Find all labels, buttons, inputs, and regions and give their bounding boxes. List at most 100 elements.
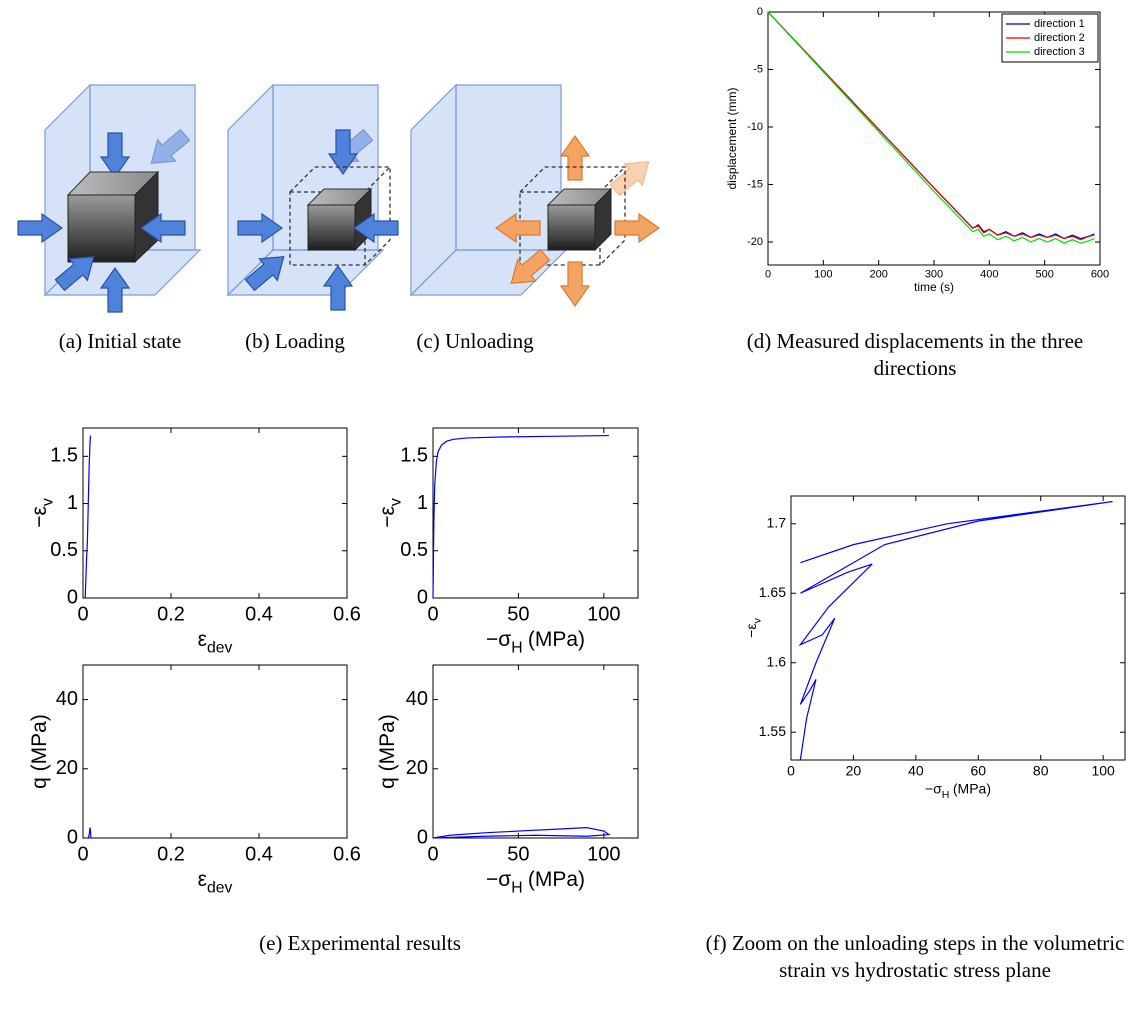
x-tick-label: 0: [787, 763, 795, 779]
data-line: [87, 827, 92, 839]
x-tick-label: 500: [1035, 268, 1053, 280]
y-axis-label: q (MPa): [28, 714, 51, 789]
x-tick-label: 600: [1091, 268, 1109, 280]
y-axis-label-sub: v: [40, 498, 57, 506]
legend-label: direction 1: [1034, 18, 1085, 30]
data-line: [767, 11, 1095, 241]
x-axis-label-sub: H: [942, 789, 950, 801]
x-tick-label: 0.2: [157, 843, 185, 865]
x-tick-label: 0: [77, 603, 88, 625]
caption: (f) Zoom on the unloading steps in the v…: [705, 931, 1125, 982]
x-axis-label-unit: (MPa): [528, 868, 585, 891]
x-axis-label-sub: dev: [207, 640, 233, 657]
data-line: [432, 434, 609, 599]
x-axis-label-main: ε: [198, 868, 207, 891]
x-tick-label: 0: [77, 843, 88, 865]
y-tick-label: -10: [747, 121, 763, 133]
y-tick-label: 0: [67, 826, 78, 848]
y-tick-label: 0: [757, 6, 763, 18]
dashed-cube: [289, 166, 391, 266]
arrow: [560, 261, 590, 307]
diagram-loading: [227, 84, 399, 311]
x-axis-label: −σH (MPa): [486, 628, 585, 657]
caption: (c) Unloading: [416, 329, 534, 353]
data-line: [84, 435, 92, 599]
x-axis-label: time (s): [914, 280, 954, 294]
x-axis-label-main: −σ: [925, 780, 942, 796]
y-axis-label: −εv: [28, 498, 57, 528]
x-tick-label: 0: [427, 843, 438, 865]
y-tick-label: 20: [56, 757, 78, 779]
x-tick-label: 400: [980, 268, 998, 280]
plot-frame: [82, 427, 348, 599]
x-axis-label-sub: H: [511, 880, 522, 897]
x-tick-label: 0: [427, 603, 438, 625]
x-tick-label: 100: [1091, 763, 1115, 779]
cube-front: [307, 204, 356, 251]
cube-front: [67, 194, 136, 263]
x-tick-label: 0.4: [245, 603, 273, 625]
y-axis-label-sub: v: [751, 617, 763, 623]
y-tick-label: -20: [747, 236, 763, 248]
plot-frame: [790, 495, 1126, 761]
y-tick-label: 0: [417, 586, 428, 608]
x-axis-label-main: −σ: [486, 628, 511, 651]
x-tick-label: 20: [846, 763, 862, 779]
y-tick-label: 1: [67, 492, 78, 514]
plot-frame: [82, 664, 348, 839]
x-axis-label-sub: dev: [207, 880, 233, 897]
x-tick-label: 200: [869, 268, 887, 280]
data-line: [767, 11, 1095, 244]
x-tick-label: 80: [1033, 763, 1049, 779]
y-axis-label-main: displacement (mm): [725, 87, 739, 189]
x-axis-label: −σH (MPa): [486, 868, 585, 897]
dashed-cube: [599, 166, 626, 193]
y-tick-label: 20: [406, 757, 428, 779]
y-tick-label: 1.5: [400, 445, 428, 467]
y-tick-label: 0: [417, 826, 428, 848]
x-tick-label: 0.6: [333, 843, 361, 865]
x-axis-label: εdev: [198, 628, 233, 657]
y-tick-label: 0.5: [400, 539, 428, 561]
x-tick-label: 0.6: [333, 603, 361, 625]
x-axis-label-unit: (MPa): [953, 780, 991, 796]
x-tick-label: 40: [908, 763, 924, 779]
x-axis-label: εdev: [198, 868, 233, 897]
x-tick-label: 100: [814, 268, 832, 280]
dashed-cube: [290, 166, 391, 193]
y-axis-label-main: q (MPa): [28, 714, 51, 789]
y-axis-label: −εv: [376, 498, 405, 528]
x-tick-label: 100: [587, 843, 620, 865]
y-tick-label: 1.7: [767, 514, 787, 530]
x-axis-label-main: ε: [198, 628, 207, 651]
x-axis-label-sub: H: [511, 640, 522, 657]
y-tick-label: -5: [753, 63, 763, 75]
y-tick-label: 40: [406, 688, 428, 710]
legend-label: direction 2: [1034, 32, 1085, 44]
arrow: [605, 150, 659, 202]
diagram-initial: [17, 84, 201, 313]
caption: (b) Loading: [245, 329, 345, 353]
plot-frame: [432, 664, 639, 839]
y-tick-label: 1.65: [759, 584, 786, 600]
plot-frame: [432, 427, 639, 599]
x-tick-label: 0.2: [157, 603, 185, 625]
y-axis-label-main: q (MPa): [376, 714, 399, 789]
x-tick-label: 50: [507, 843, 529, 865]
y-axis-label-sub: v: [388, 498, 405, 506]
x-tick-label: 100: [587, 603, 620, 625]
x-tick-label: 0.4: [245, 843, 273, 865]
x-axis-label-main: −σ: [486, 868, 511, 891]
y-tick-label: 1: [417, 492, 428, 514]
x-tick-label: 0: [765, 268, 771, 280]
x-tick-label: 300: [925, 268, 943, 280]
x-axis-label: −σH (MPa): [925, 780, 991, 801]
legend-label: direction 3: [1034, 46, 1085, 58]
data-line: [432, 827, 611, 839]
y-tick-label: 0: [67, 586, 78, 608]
y-axis-label: q (MPa): [376, 714, 399, 789]
y-tick-label: 0.5: [50, 539, 78, 561]
diagram-unloading: [410, 84, 660, 307]
